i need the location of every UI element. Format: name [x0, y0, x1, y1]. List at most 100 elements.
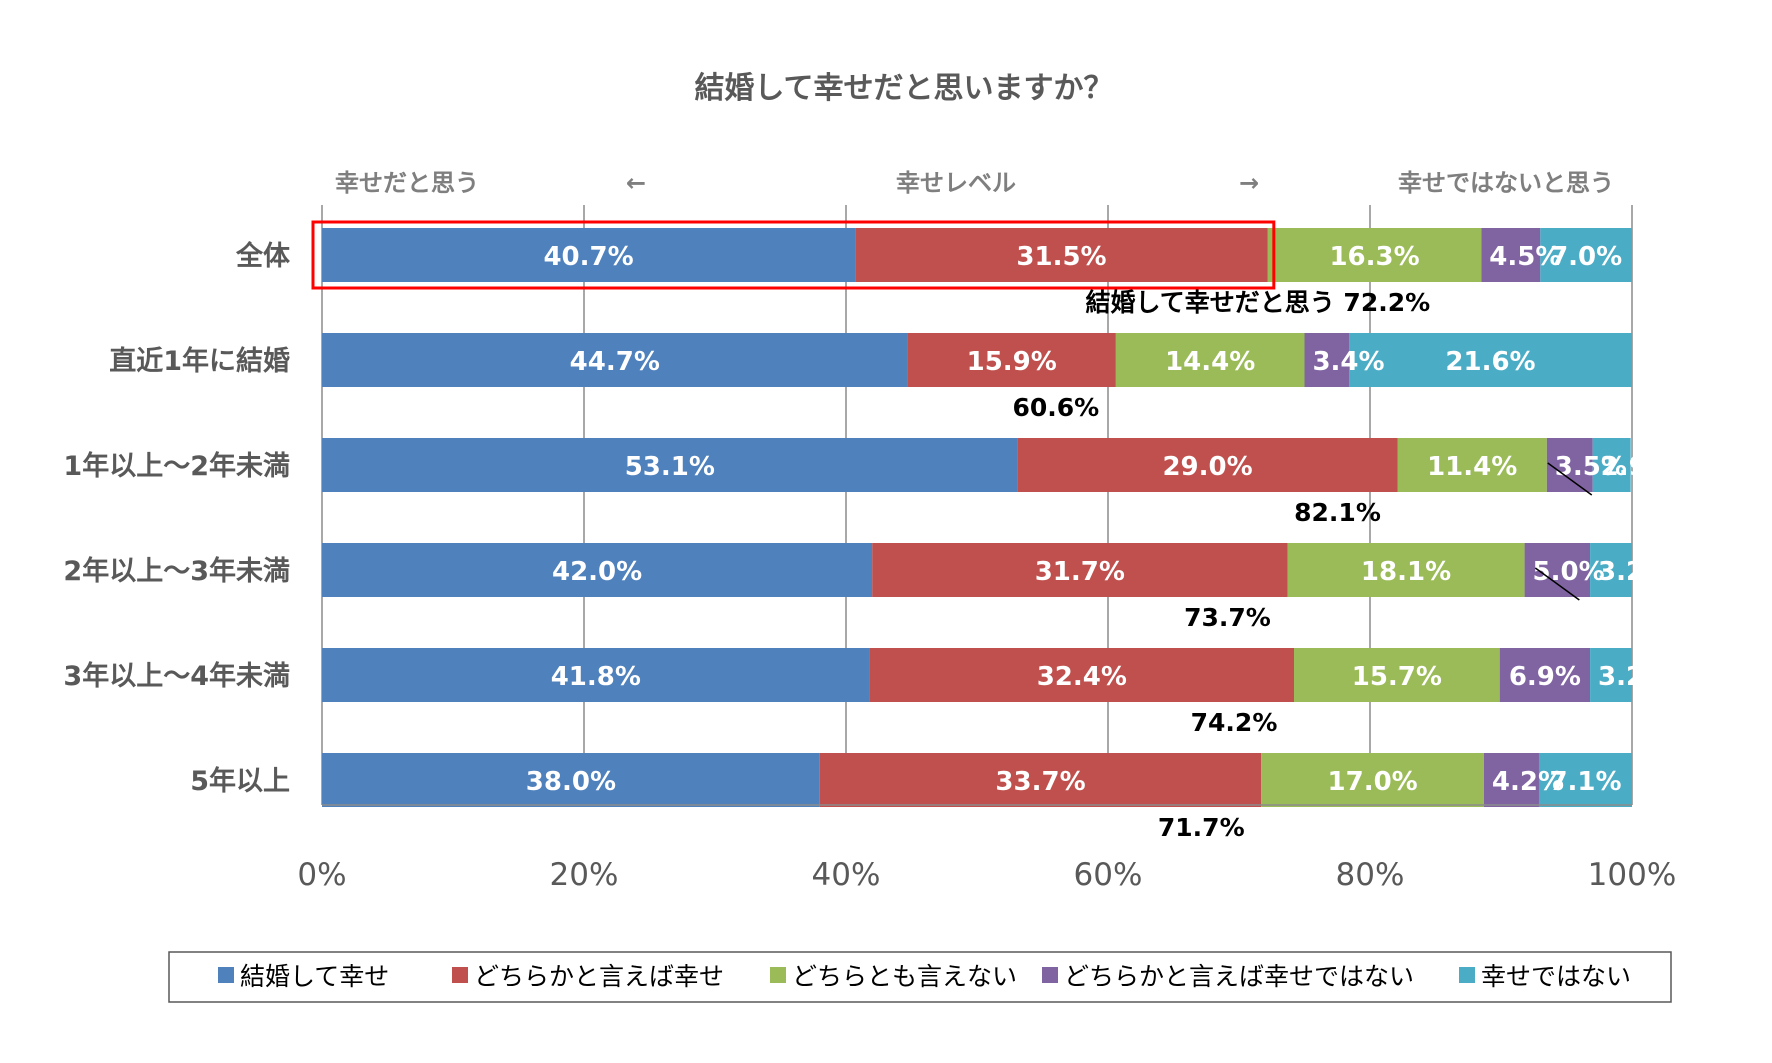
legend-swatch [452, 967, 468, 983]
data-label: 4.5% [1489, 242, 1561, 272]
legend-box [168, 951, 1672, 1003]
bar-segment [1017, 438, 1398, 492]
x-tick-label: 60% [1074, 857, 1143, 893]
happy-total-label: 82.1% [1294, 498, 1381, 527]
data-label: 31.5% [1016, 242, 1106, 272]
data-label: 33.7% [995, 767, 1085, 797]
x-tick-label: 20% [550, 857, 619, 893]
data-label: 16.3% [1329, 242, 1419, 272]
data-label: 15.7% [1352, 662, 1442, 692]
data-label: 38.0% [526, 767, 616, 797]
bar-segment [1546, 438, 1593, 492]
category-label: 直近1年に結婚 [109, 345, 290, 377]
chart-title: 結婚して幸せだと思いますか？ [694, 71, 1113, 106]
data-label: 18.1% [1361, 557, 1451, 587]
legend-label: どちらかと言えば幸せではない [1064, 962, 1414, 991]
x-tick-label: 100% [1588, 857, 1677, 893]
axes: 0% 20% 40% 60% 80% 100% [297, 804, 1677, 893]
header-left: 幸せだと思う [335, 169, 479, 197]
bar-segment [1287, 543, 1525, 597]
legend: 結婚して幸せ どちらかと言えば幸せ どちらとも言えない どちらかと言えば幸せではない 幸… [168, 951, 1672, 1003]
bar-segment [322, 543, 873, 597]
bar-segment [1481, 228, 1541, 282]
x-tick-label: 0% [297, 857, 346, 893]
data-label: 32.4% [1037, 662, 1127, 692]
data-label: 11.4% [1427, 452, 1517, 482]
bar-segment [1261, 753, 1484, 807]
bar-segment [1304, 333, 1350, 387]
data-label: 40.7% [543, 242, 633, 272]
bar-segment [322, 228, 856, 282]
bar-segment [855, 228, 1268, 282]
data-label: 41.8% [551, 662, 641, 692]
leader-line [1547, 462, 1593, 496]
header-right-arrow: → [1239, 169, 1259, 197]
x-tick-label: 40% [812, 857, 881, 893]
bar-segment [872, 543, 1288, 597]
data-label: 15.9% [967, 347, 1057, 377]
bar-segment [1115, 333, 1305, 387]
data-label: 42.0% [552, 557, 642, 587]
bar-segment [1524, 543, 1591, 597]
happy-total-label: 74.2% [1191, 708, 1278, 737]
data-label: 3.4% [1312, 347, 1384, 377]
bar-segment [1592, 438, 1631, 492]
bar-segment [1294, 648, 1500, 702]
data-label: 6.9% [1509, 662, 1581, 692]
legend-label: どちらかと言えば幸せ [474, 962, 724, 991]
bar-segment [322, 753, 820, 807]
bar-segment [1590, 648, 1632, 702]
data-label: 53.1% [625, 452, 715, 482]
header-right: 幸せではないと思う [1398, 169, 1614, 197]
bar-segment [1483, 753, 1539, 807]
happy-total-label: 結婚して幸せだと思う 72.2% [1085, 288, 1430, 317]
legend-label: どちらとも言えない [792, 962, 1017, 991]
data-label: 4.2% [1492, 767, 1564, 797]
bar-segment [1538, 753, 1632, 807]
data-label: 21.6% [1445, 347, 1535, 377]
data-label: 7.1% [1549, 767, 1621, 797]
highlight-box [311, 220, 1276, 290]
gridlines [321, 205, 1633, 805]
bar-segment [1349, 333, 1632, 387]
data-label: 29.0% [1162, 452, 1252, 482]
data-label: 14.4% [1165, 347, 1255, 377]
bar-segment [1499, 648, 1591, 702]
category-label: 全体 [235, 240, 291, 272]
bar-segment [322, 438, 1018, 492]
happy-total-label: 73.7% [1184, 603, 1271, 632]
data-label: 5.0% [1533, 557, 1605, 587]
happy-total-label: 60.6% [1012, 393, 1099, 422]
bar-segment [1590, 543, 1632, 597]
bar-segment [322, 333, 908, 387]
bar-segment [1267, 228, 1482, 282]
bar-segment [869, 648, 1295, 702]
legend-swatch [1459, 967, 1475, 983]
legend-label: 幸せではない [1481, 962, 1631, 991]
category-label: 1年以上～2年未満 [63, 450, 290, 482]
bar-segment [322, 648, 870, 702]
bars [322, 228, 1632, 807]
bar-segment [1540, 228, 1632, 282]
category-label: 3年以上～4年未満 [63, 660, 290, 692]
data-label: 44.7% [570, 347, 660, 377]
legend-swatch [218, 967, 234, 983]
data-label: 3.2% [1598, 557, 1670, 587]
legend-label: 結婚して幸せ [240, 962, 389, 991]
legend-swatch [770, 967, 786, 983]
bar-segment [819, 753, 1262, 807]
category-label: 5年以上 [190, 765, 290, 797]
happy-total-label: 71.7% [1158, 813, 1245, 842]
header-left-arrow: ← [626, 169, 646, 197]
x-tick-label: 80% [1336, 857, 1405, 893]
bar-segment [907, 333, 1116, 387]
data-label: 31.7% [1035, 557, 1125, 587]
legend-swatch [1042, 967, 1058, 983]
header-center: 幸せレベル [896, 169, 1016, 197]
data-label: 7.0% [1550, 242, 1622, 272]
bar-segment [1397, 438, 1547, 492]
data-label: 2.9% [1601, 452, 1673, 482]
category-label: 2年以上～3年未満 [63, 555, 290, 587]
data-labels: 全体 40.7% 31.5% 16.3% 4.5%7.0% 結婚して幸せだと思う 72.2… [63, 220, 1673, 842]
